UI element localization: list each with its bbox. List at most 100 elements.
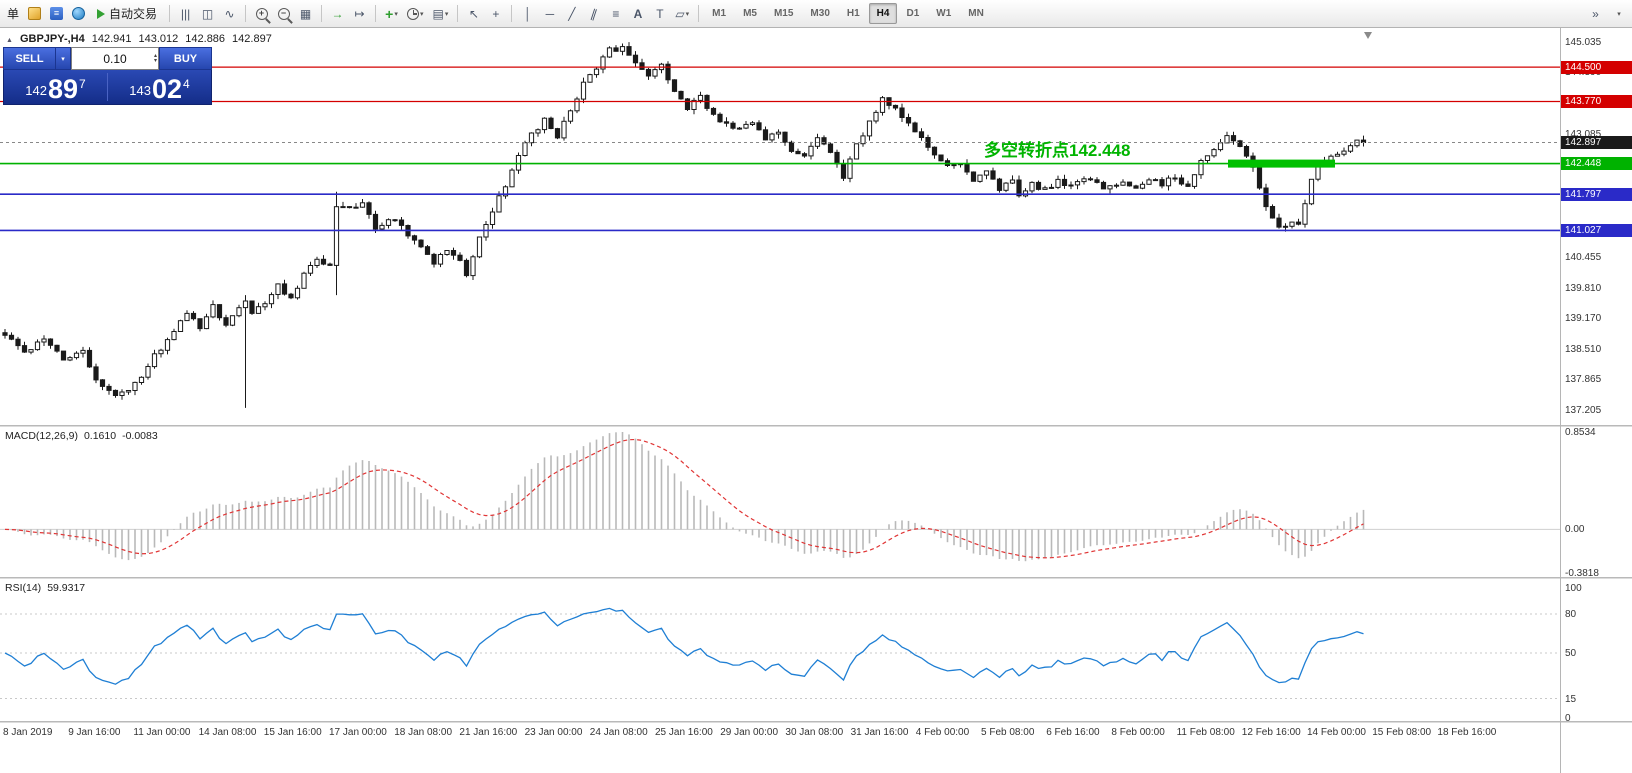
play-icon xyxy=(97,8,106,19)
bar-low-value: 142.886 xyxy=(185,33,226,45)
vertical-line-tool-button[interactable]: │ xyxy=(517,3,538,25)
channel-tool-button[interactable]: ∥ xyxy=(583,3,604,25)
market-watch-button[interactable]: ≡ xyxy=(46,3,67,25)
sell-price-prefix: 142 xyxy=(25,83,47,98)
pane-divider[interactable] xyxy=(0,577,1632,579)
auto-trading-button[interactable]: 自动交易 xyxy=(90,3,164,25)
rsi-name: RSI(14) xyxy=(5,582,42,594)
tile-windows-icon: ▦ xyxy=(299,6,312,21)
crosshair-button[interactable]: + xyxy=(485,3,506,25)
toolbar-overflow-button[interactable]: » xyxy=(1585,3,1606,25)
toolbar-separator xyxy=(457,5,459,22)
indicators-button[interactable]: + ▾ xyxy=(381,3,402,25)
lot-size-value: 0.10 xyxy=(103,51,127,66)
trendline-tool-button[interactable]: ╱ xyxy=(561,3,582,25)
timeframe-m5[interactable]: M5 xyxy=(743,8,757,19)
overflow-icon: » xyxy=(1592,6,1599,21)
text-tool-button[interactable]: A xyxy=(627,3,648,25)
timeframe-h4[interactable]: H4 xyxy=(868,3,898,24)
toolbar-separator xyxy=(321,5,323,22)
symbol-name: GBPJPY-,H4 xyxy=(19,33,85,45)
templates-button[interactable]: ▤ ▾ xyxy=(429,3,453,25)
toolbar-separator xyxy=(169,5,171,22)
chevron-down-icon: ▾ xyxy=(61,55,65,63)
zoom-out-button[interactable]: − xyxy=(273,3,294,25)
buy-button[interactable]: BUY xyxy=(159,47,212,70)
data-window-button[interactable] xyxy=(68,3,89,25)
label-tool-button[interactable]: T xyxy=(649,3,670,25)
template-icon: ▤ xyxy=(432,6,444,21)
sell-price-pip: 7 xyxy=(79,77,86,91)
macd-indicator-chart[interactable] xyxy=(0,427,1632,577)
zoom-out-icon: − xyxy=(277,7,290,20)
periods-button[interactable]: ▾ xyxy=(403,3,428,25)
buy-price-main: 02 xyxy=(151,74,183,104)
sell-price-main: 89 xyxy=(47,74,79,104)
rsi-value: 59.9317 xyxy=(47,582,86,594)
pane-divider[interactable] xyxy=(0,721,1632,723)
market-watch-icon: ≡ xyxy=(50,7,64,20)
lot-size-field[interactable]: 0.10 ▴ ▾ xyxy=(71,47,159,70)
bar-open-value: 142.941 xyxy=(91,33,132,45)
text-tool-icon: A xyxy=(633,6,643,21)
crosshair-icon: + xyxy=(492,6,500,21)
auto-scroll-button[interactable]: → xyxy=(327,3,348,25)
chevron-down-icon: ▾ xyxy=(1617,10,1621,18)
new-order-button[interactable] xyxy=(24,3,45,25)
timeframe-w1[interactable]: W1 xyxy=(936,8,952,19)
timeframe-m1[interactable]: M1 xyxy=(712,8,727,19)
chart-annotation[interactable]: 多空转折点142.448 xyxy=(984,141,1131,160)
channel-icon: ∥ xyxy=(588,5,599,22)
main-price-chart[interactable] xyxy=(0,28,1632,425)
toolbar-separator xyxy=(245,5,247,22)
shapes-tool-button[interactable]: ▱ ▾ xyxy=(671,3,693,25)
timeframe-m30[interactable]: M30 xyxy=(810,8,830,19)
auto-scroll-icon: → xyxy=(331,6,344,21)
cursor-icon: ↖ xyxy=(468,6,479,21)
toolbar-separator xyxy=(511,5,513,22)
symbol-header: ▲ GBPJPY-,H4 142.941 143.012 142.886 142… xyxy=(6,33,272,45)
add-indicator-icon: + xyxy=(385,5,394,22)
chart-shift-button[interactable]: ↦ xyxy=(349,3,370,25)
timeframe-mn[interactable]: MN xyxy=(968,8,984,19)
fibonacci-tool-button[interactable]: ≡ xyxy=(605,3,626,25)
zoom-in-button[interactable]: + xyxy=(251,3,272,25)
candlestick-chart-button[interactable]: ◫ xyxy=(197,3,218,25)
new-order-icon xyxy=(28,7,42,20)
sell-price-display[interactable]: 142 89 7 xyxy=(4,70,107,104)
horizontal-line-tool-button[interactable]: ─ xyxy=(539,3,560,25)
time-axis[interactable] xyxy=(0,723,1560,745)
toolbar-options-button[interactable]: ▾ xyxy=(1608,3,1629,25)
candlestick-chart-icon: ◫ xyxy=(201,6,214,21)
lot-decrease-icon[interactable]: ▾ xyxy=(153,57,157,64)
macd-name: MACD(12,26,9) xyxy=(5,430,78,442)
buy-price-display[interactable]: 143 02 4 xyxy=(108,70,211,104)
horizontal-line-icon: ─ xyxy=(545,6,555,21)
toolbar-left-label[interactable]: 单 xyxy=(7,7,20,21)
timeframe-m15[interactable]: M15 xyxy=(773,8,794,19)
chevron-down-icon: ▾ xyxy=(685,10,690,18)
bar-chart-button[interactable]: ||| xyxy=(175,3,196,25)
macd-value-signal: -0.0083 xyxy=(122,430,158,442)
price-axis-separator xyxy=(1560,28,1561,773)
sell-options-dropdown[interactable]: ▾ xyxy=(56,47,71,70)
lot-stepper[interactable]: ▴ ▾ xyxy=(154,49,157,68)
chevron-down-icon: ▾ xyxy=(444,10,449,18)
macd-value-main: 0.1610 xyxy=(83,430,117,442)
lot-increase-icon[interactable]: ▴ xyxy=(153,52,157,59)
cursor-button[interactable]: ↖ xyxy=(463,3,484,25)
timeframe-d1[interactable]: D1 xyxy=(906,8,920,19)
timeframe-h1[interactable]: H1 xyxy=(846,8,860,19)
chevron-down-icon: ▾ xyxy=(394,10,398,18)
line-chart-icon: ∿ xyxy=(224,6,235,21)
shapes-icon: ▱ xyxy=(675,6,685,21)
sell-button[interactable]: SELL xyxy=(3,47,56,70)
pane-divider[interactable] xyxy=(0,425,1632,427)
label-tool-icon: T xyxy=(656,6,664,21)
buy-price-pip: 4 xyxy=(183,77,190,91)
rsi-indicator-chart[interactable] xyxy=(0,579,1632,721)
clock-icon xyxy=(407,7,420,20)
line-chart-button[interactable]: ∿ xyxy=(219,3,240,25)
tile-windows-button[interactable]: ▦ xyxy=(295,3,316,25)
